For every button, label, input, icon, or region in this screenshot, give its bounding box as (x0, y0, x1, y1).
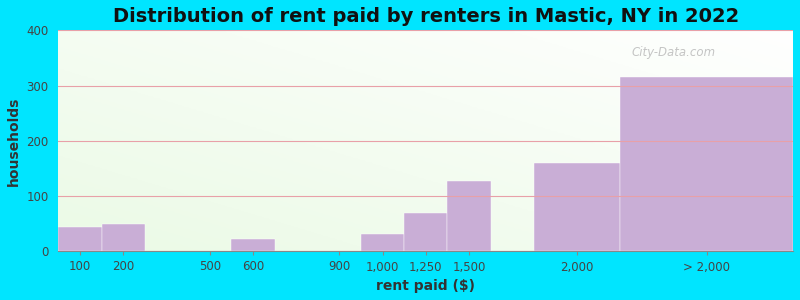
Bar (361, 234, 404, 251)
Text: City-Data.com: City-Data.com (631, 46, 715, 59)
Bar (534, 163, 620, 251)
Bar (102, 224, 145, 251)
Bar (58, 227, 102, 251)
Bar (447, 181, 490, 251)
Bar (620, 77, 793, 251)
Bar (404, 213, 447, 251)
Title: Distribution of rent paid by renters in Mastic, NY in 2022: Distribution of rent paid by renters in … (113, 7, 739, 26)
Bar (231, 239, 274, 251)
Y-axis label: households: households (7, 96, 21, 186)
X-axis label: rent paid ($): rent paid ($) (376, 279, 475, 293)
